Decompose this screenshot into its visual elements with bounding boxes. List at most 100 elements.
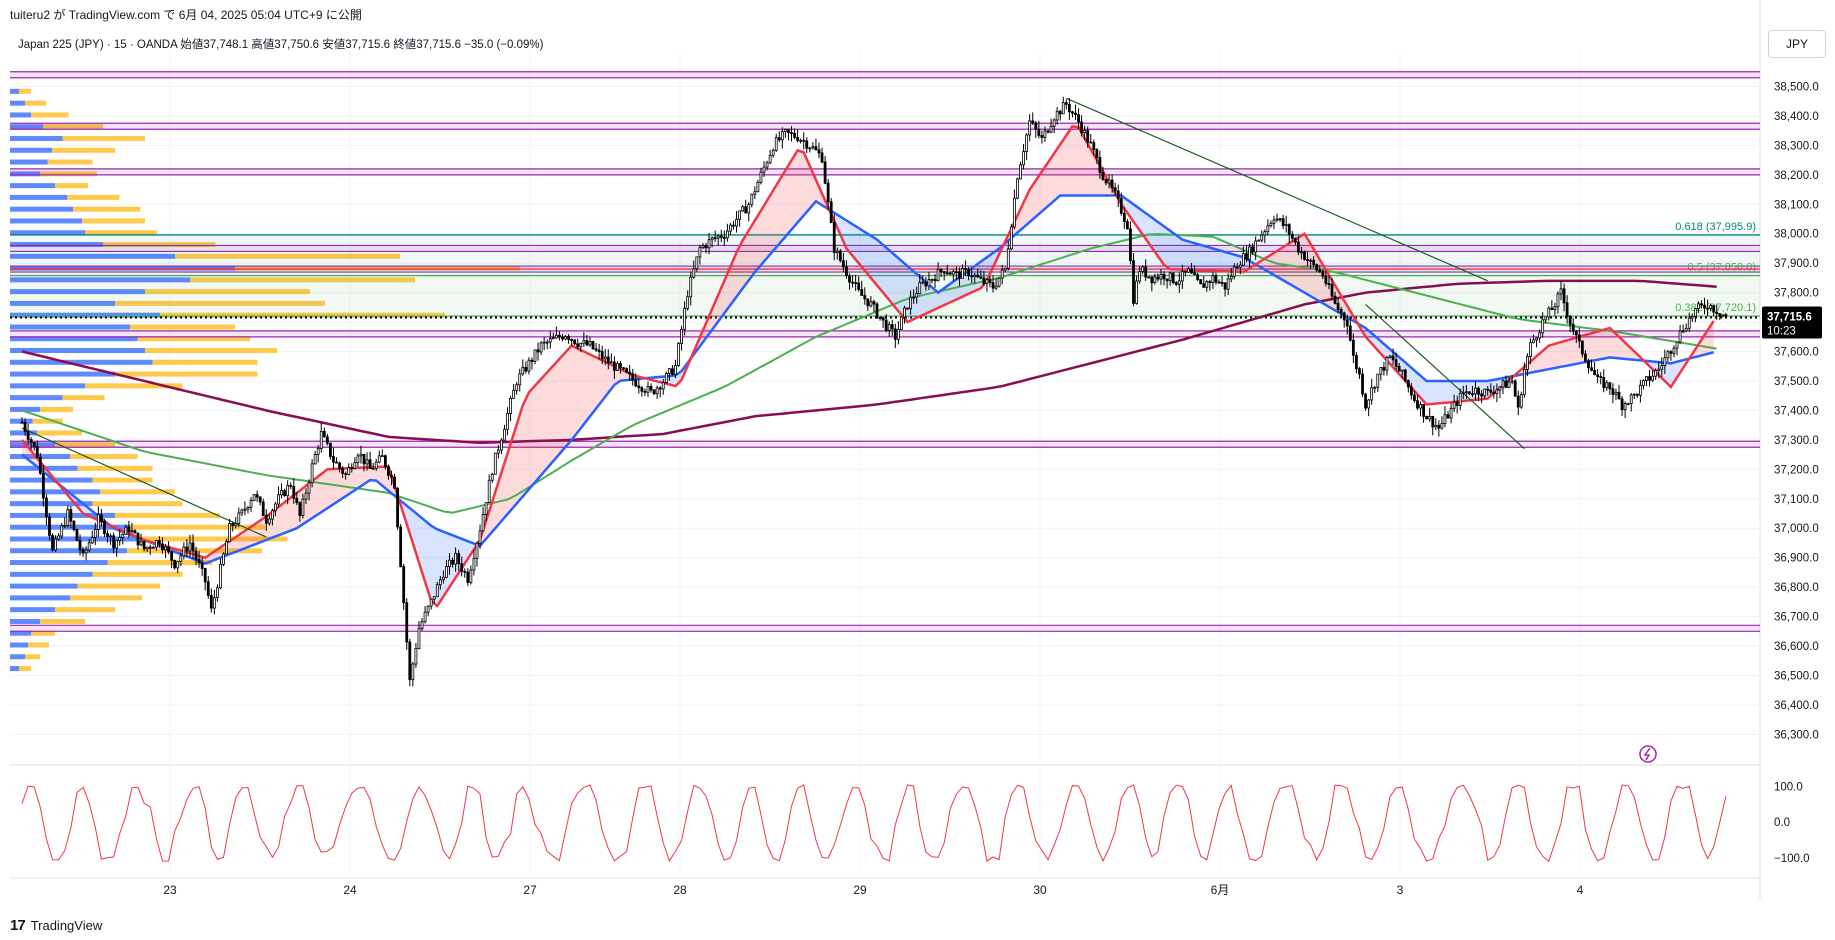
volume-bar-orange: [130, 324, 235, 330]
candle-body: [1681, 330, 1685, 333]
candle-body: [866, 298, 870, 307]
candle-body: [1238, 264, 1242, 268]
candle-body: [1437, 424, 1441, 429]
candle-body: [1177, 280, 1181, 285]
candle-body: [301, 498, 305, 516]
candle-body: [1116, 190, 1120, 199]
x-tick-label: 28: [673, 883, 687, 897]
candle-body: [115, 540, 119, 549]
candle-body: [1119, 197, 1123, 214]
candle-body: [1446, 414, 1450, 419]
candle-body: [909, 296, 912, 309]
candle-body: [1358, 368, 1361, 375]
candle-body: [1663, 357, 1667, 367]
candle-body: [1522, 369, 1526, 396]
candle-body: [1596, 374, 1600, 377]
candle-body: [1718, 313, 1722, 317]
candle-body: [490, 473, 494, 481]
candle-body: [780, 131, 784, 141]
candle-body: [316, 448, 320, 455]
candle-body: [695, 256, 699, 270]
candle-body: [96, 514, 100, 530]
candle-body: [222, 553, 225, 565]
y-tick-label: 37,800.0: [1774, 288, 1819, 300]
candle-body: [200, 562, 204, 569]
volume-bar-blue: [10, 183, 55, 189]
candle-body: [1568, 315, 1572, 325]
candle-body: [1013, 197, 1016, 228]
candle-body: [576, 343, 580, 348]
candle-body: [48, 516, 51, 536]
candle-body: [1635, 393, 1639, 396]
price-tag-countdown: 10:23: [1767, 325, 1796, 337]
candle-body: [38, 456, 42, 474]
candle-body: [1617, 391, 1621, 400]
candle-body: [1513, 380, 1517, 397]
candle-body: [307, 482, 311, 494]
candle-body: [426, 605, 430, 613]
candle-body: [750, 193, 754, 205]
candle-body: [1388, 355, 1392, 358]
candle-body: [460, 563, 464, 572]
candle-body: [1092, 142, 1096, 151]
candle-body: [310, 463, 314, 484]
candle-body: [945, 272, 949, 275]
candle-body: [1544, 316, 1548, 321]
candle-body: [161, 543, 164, 551]
candle-body: [609, 361, 613, 364]
candle-body: [1067, 103, 1071, 113]
candle-body: [1333, 295, 1337, 304]
candle-body: [1611, 388, 1615, 395]
candle-body: [1669, 351, 1673, 354]
candle-body: [1153, 276, 1157, 284]
level-band: [10, 123, 1760, 130]
candle-body: [906, 307, 909, 310]
volume-bar-orange: [55, 183, 88, 189]
candle-body: [1580, 340, 1584, 355]
candle-body: [530, 359, 534, 362]
candle-body: [1150, 276, 1154, 284]
candle-body: [597, 349, 601, 352]
volume-bar-blue: [10, 159, 48, 165]
candle-body: [884, 319, 888, 331]
volume-bar-orange: [62, 136, 145, 142]
candle-body: [374, 461, 378, 469]
candle-body: [1706, 307, 1709, 310]
volume-bar-orange: [152, 359, 258, 365]
candle-body: [518, 373, 522, 386]
candle-body: [1113, 187, 1117, 192]
candle-body: [567, 336, 570, 340]
candle-body: [1648, 376, 1651, 381]
currency-selector[interactable]: JPY: [1768, 30, 1826, 58]
candle-body: [1037, 128, 1041, 136]
candle-body: [606, 356, 610, 364]
volume-bar-blue: [10, 630, 31, 636]
candle-body: [631, 373, 635, 381]
publish-header: tuiteru2 が TradingView.com で 6月 04, 2025…: [10, 8, 362, 22]
candle-body: [1495, 389, 1499, 395]
candle-body: [341, 467, 345, 474]
ema-cloud-fill: [1255, 233, 1360, 327]
candle-body: [924, 281, 928, 287]
candle-body: [390, 474, 393, 478]
candle-body: [191, 542, 195, 552]
candle-body: [420, 621, 424, 630]
candle-body: [335, 461, 338, 464]
candle-body: [359, 453, 363, 457]
y-tick-label: 38,500.0: [1774, 82, 1819, 94]
volume-bar-orange: [160, 312, 445, 318]
candle-body: [246, 507, 250, 510]
candle-body: [582, 340, 586, 344]
candle-body: [1309, 259, 1313, 262]
ema-cloud-fill: [1518, 328, 1647, 376]
candle-body: [1266, 225, 1270, 233]
y-tick-label: 38,300.0: [1774, 140, 1819, 152]
candle-body: [1516, 395, 1520, 408]
tradingview-logo[interactable]: 17 TradingView: [10, 917, 102, 934]
candle-body: [1104, 179, 1108, 184]
symbol-info-line[interactable]: Japan 225 (JPY) · 15 · OANDA 始値37,748.1 …: [18, 39, 544, 51]
candle-body: [820, 152, 824, 163]
candle-body: [1431, 416, 1435, 428]
volume-bar-blue: [10, 418, 33, 424]
